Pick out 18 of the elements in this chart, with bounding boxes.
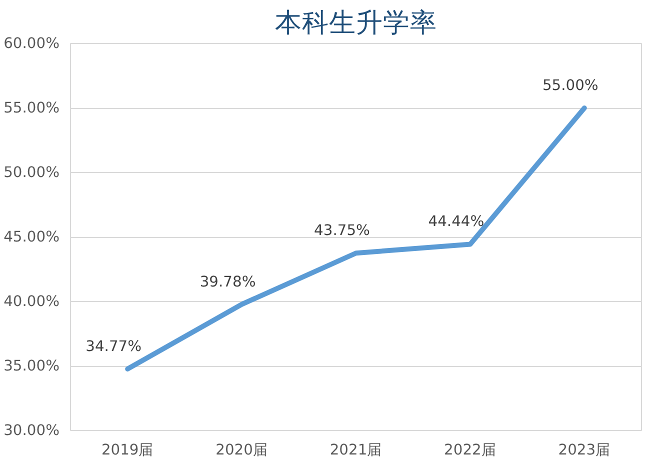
data-label: 34.77% [86,338,142,355]
y-tick-label: 60.00% [4,35,60,52]
data-label: 44.44% [428,213,484,230]
x-tick-label: 2022届 [444,442,496,458]
y-tick-label: 40.00% [4,293,60,310]
y-tick-label: 35.00% [4,358,60,374]
y-tick-label: 55.00% [4,100,60,116]
y-tick-label: 30.00% [4,422,60,439]
x-tick-label: 2021届 [330,442,382,458]
chart-title: 本科生升学率 [275,8,437,38]
data-label: 43.75% [314,222,370,240]
y-tick-label: 45.00% [4,228,60,246]
data-label: 55.00% [542,77,598,94]
data-label: 39.78% [200,273,256,290]
x-tick-label: 2023届 [558,442,611,458]
x-tick-label: 2020届 [216,442,268,458]
y-tick-label: 50.00% [4,164,60,181]
x-tick-label: 2019届 [101,442,154,458]
